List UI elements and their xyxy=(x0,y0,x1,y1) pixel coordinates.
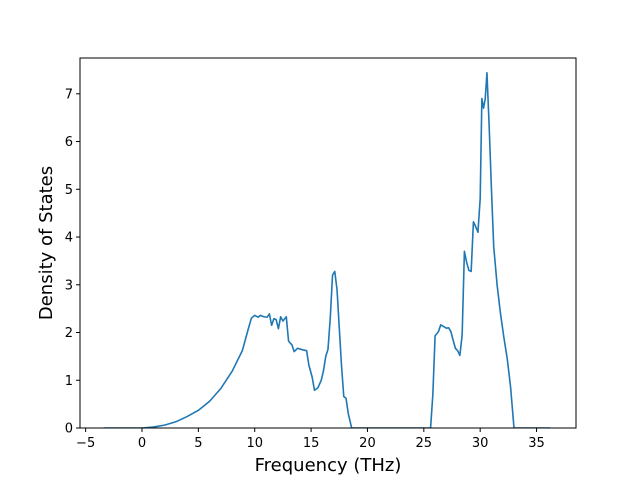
y-tick-label: 3 xyxy=(65,278,73,293)
x-tick-label: 30 xyxy=(472,436,489,451)
series-layer xyxy=(103,72,551,428)
x-tick-label: 5 xyxy=(194,436,202,451)
y-tick-label: 4 xyxy=(65,231,73,246)
x-tick-label: 35 xyxy=(528,436,545,451)
y-axis-label: Density of States xyxy=(36,166,57,320)
plot-frame xyxy=(79,57,577,429)
y-tick-label: 1 xyxy=(65,374,73,389)
y-tick-label: 5 xyxy=(65,183,73,198)
dos-series-line xyxy=(103,72,551,428)
y-tick-label: 0 xyxy=(65,422,73,437)
x-tick-label: 15 xyxy=(303,436,320,451)
y-tick-label: 6 xyxy=(65,135,73,150)
x-axis-label: Frequency (THz) xyxy=(255,455,402,476)
y-tick-label: 2 xyxy=(65,326,73,341)
x-tick-label: 25 xyxy=(416,436,433,451)
x-tick-label: 20 xyxy=(359,436,376,451)
x-tick-label: 0 xyxy=(138,436,146,451)
x-tick-label: 10 xyxy=(246,436,263,451)
x-tick-label: −5 xyxy=(76,436,95,451)
y-tick-label: 7 xyxy=(65,87,73,102)
